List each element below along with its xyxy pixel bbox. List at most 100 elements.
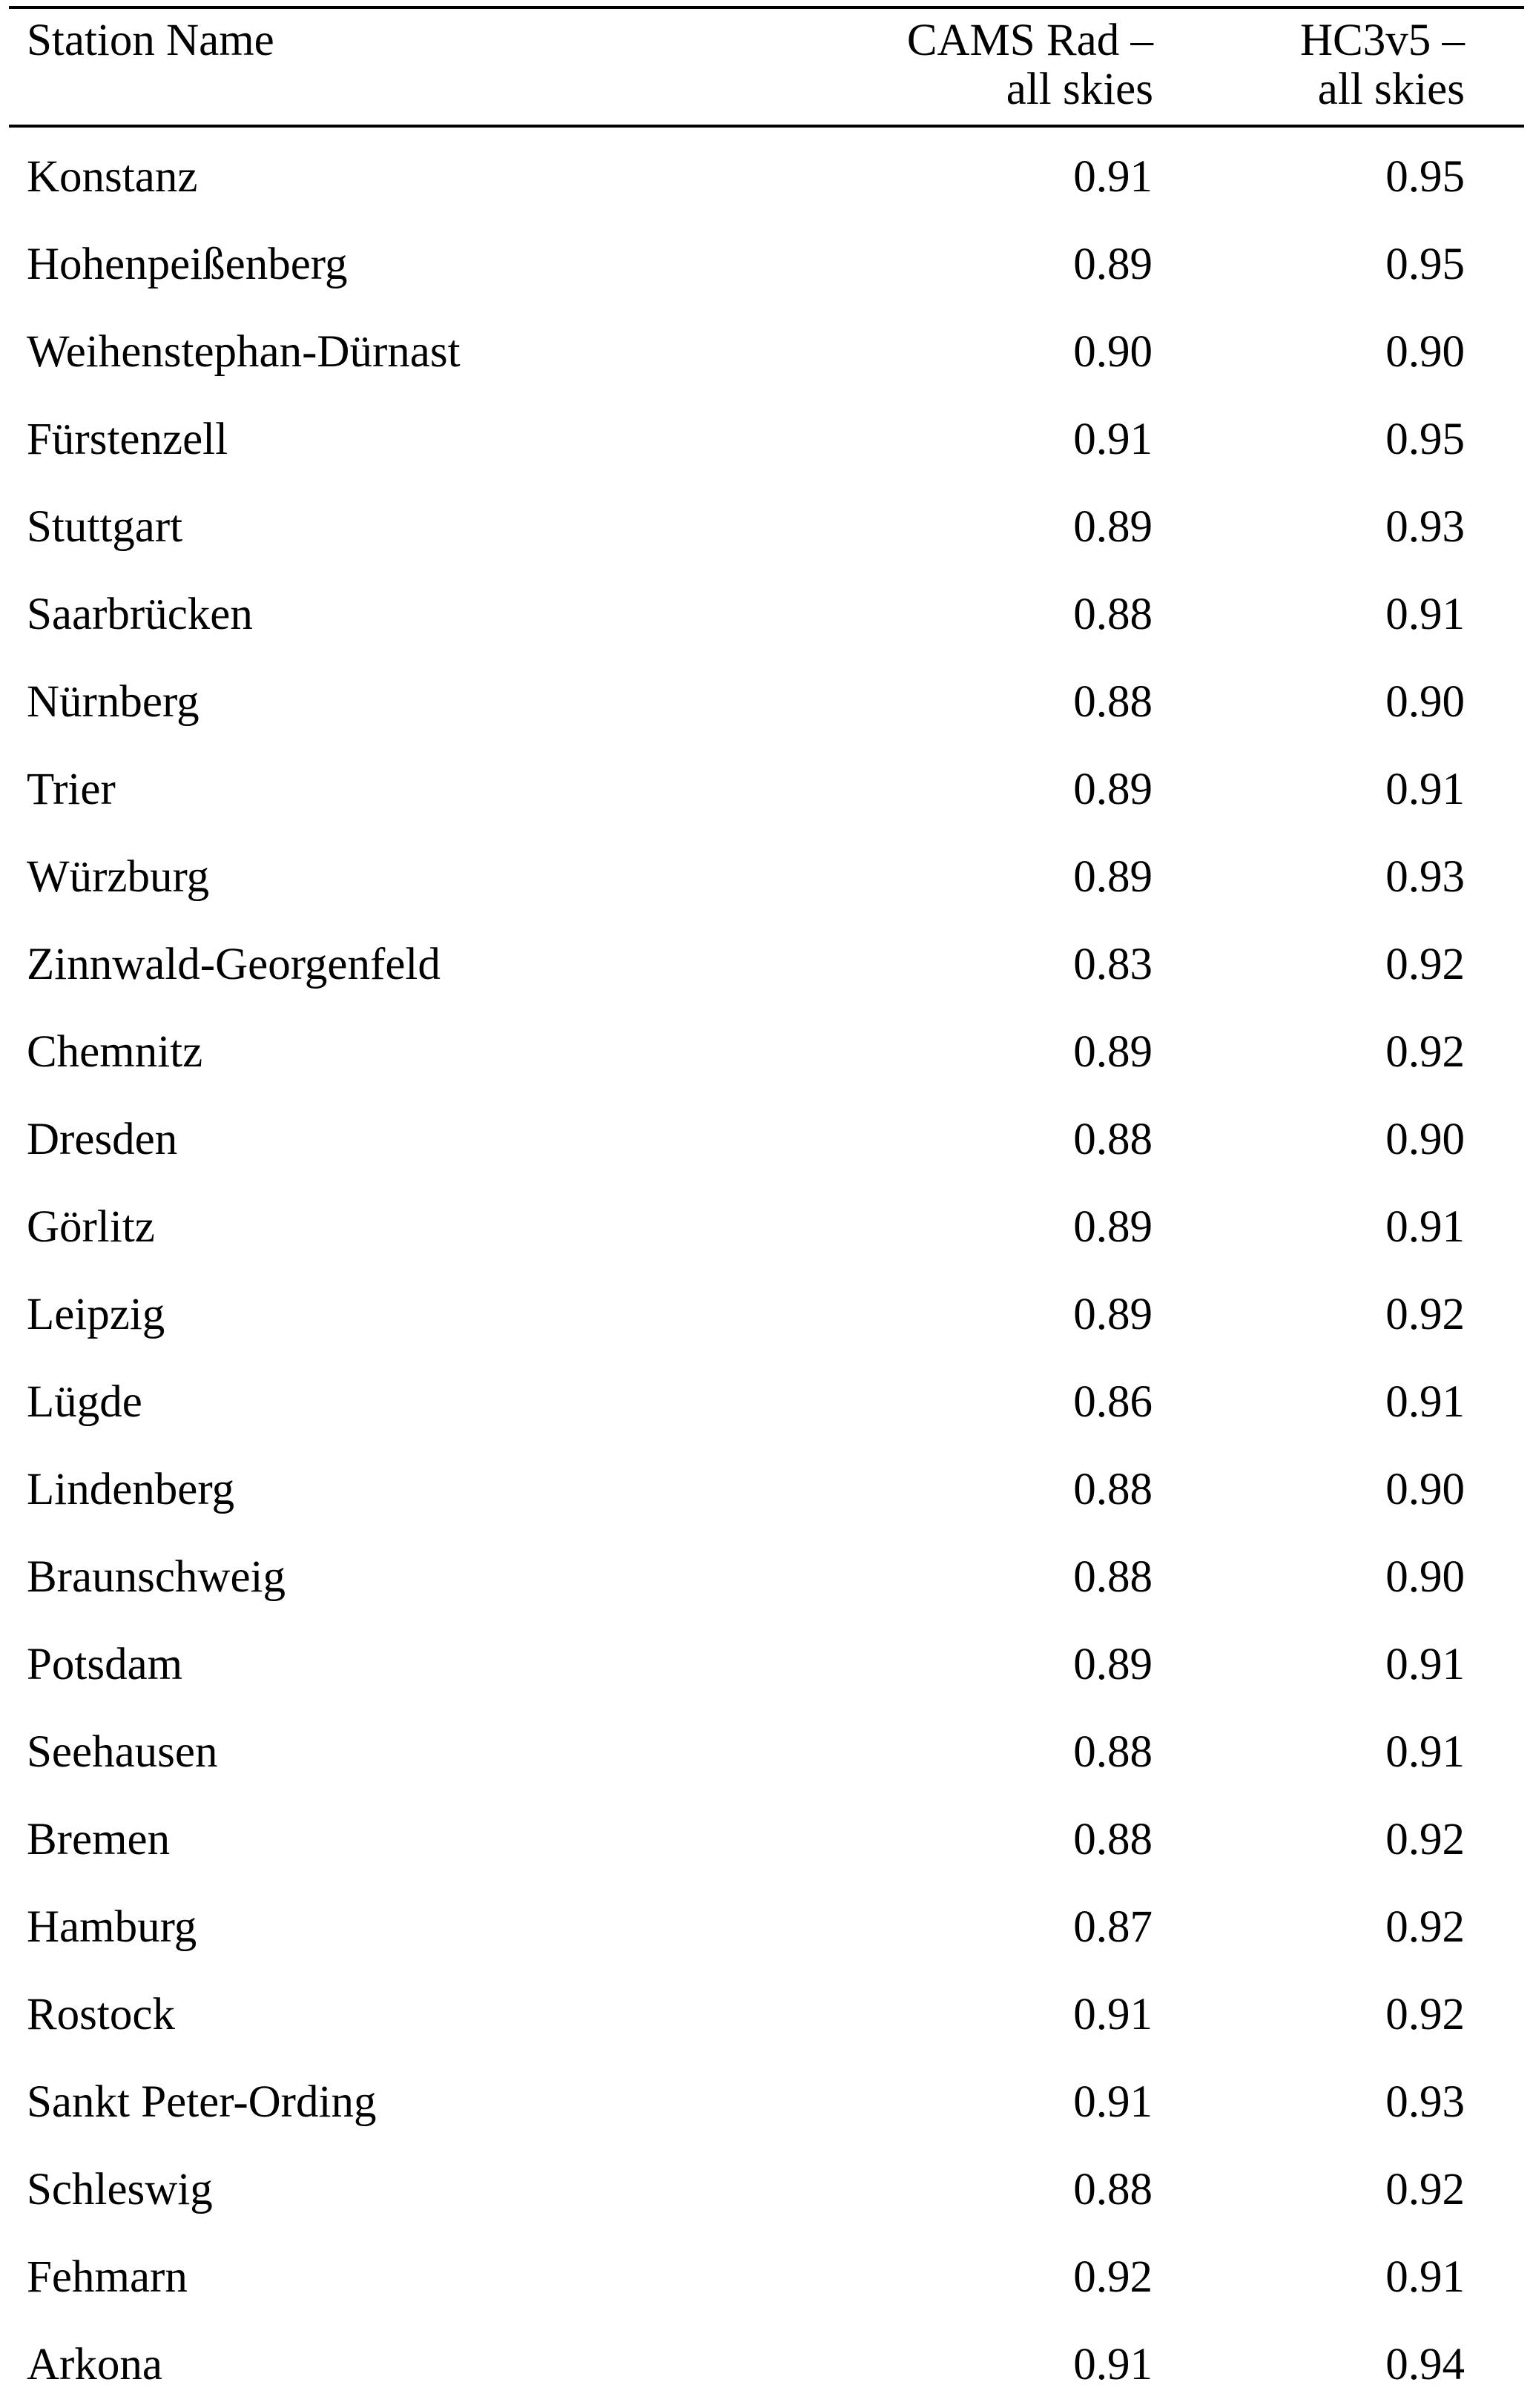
table-body: Konstanz 0.91 0.95 Hohenpeißenberg 0.89 0.95 W… bbox=[9, 126, 1524, 2408]
col-header-cams-line2: all skies bbox=[1006, 64, 1153, 114]
hc3v5-value-cell: 0.95 bbox=[1385, 151, 1465, 202]
table-row: Potsdam 0.89 0.91 bbox=[9, 1621, 1524, 1709]
table-row: Würzburg 0.89 0.93 bbox=[9, 834, 1524, 921]
hc3v5-value-cell: 0.92 bbox=[1385, 939, 1465, 989]
cams-rad-value-cell: 0.89 bbox=[1073, 501, 1153, 552]
hc3v5-value-cell: 0.93 bbox=[1385, 851, 1465, 902]
station-name-cell: Seehausen bbox=[27, 1726, 218, 1777]
table-row: Trier 0.89 0.91 bbox=[9, 746, 1524, 834]
cams-rad-value-cell: 0.91 bbox=[1073, 2077, 1153, 2127]
cams-rad-value-cell: 0.89 bbox=[1073, 851, 1153, 902]
hc3v5-value-cell: 0.92 bbox=[1385, 1989, 1465, 2039]
cams-rad-value-cell: 0.88 bbox=[1073, 1464, 1153, 1514]
cams-rad-value-cell: 0.91 bbox=[1073, 414, 1153, 464]
hc3v5-value-cell: 0.91 bbox=[1385, 1726, 1465, 1777]
table-row: Seehausen 0.88 0.91 bbox=[9, 1709, 1524, 1796]
hc3v5-value-cell: 0.95 bbox=[1385, 414, 1465, 464]
cams-rad-value-cell: 0.89 bbox=[1073, 1289, 1153, 1339]
table-row: Lügde 0.86 0.91 bbox=[9, 1359, 1524, 1446]
station-name-cell: Hohenpeißenberg bbox=[27, 239, 348, 289]
cams-rad-value-cell: 0.88 bbox=[1073, 1726, 1153, 1777]
table-row: Fehmarn 0.92 0.91 bbox=[9, 2234, 1524, 2321]
cams-rad-value-cell: 0.88 bbox=[1073, 2164, 1153, 2214]
station-name-cell: Konstanz bbox=[27, 151, 198, 202]
table-row: Weihenstephan-Dürnast 0.90 0.90 bbox=[9, 309, 1524, 396]
station-name-cell: Trier bbox=[27, 764, 116, 814]
table-row: Braunschweig 0.88 0.90 bbox=[9, 1534, 1524, 1621]
hc3v5-value-cell: 0.90 bbox=[1385, 676, 1465, 727]
hc3v5-value-cell: 0.93 bbox=[1385, 2077, 1465, 2127]
station-name-cell: Saarbrücken bbox=[27, 589, 253, 639]
station-name-cell: Nürnberg bbox=[27, 676, 200, 727]
col-header-hc3v5: HC3v5 – all skies bbox=[1153, 7, 1524, 126]
station-name-cell: Arkona bbox=[27, 2339, 162, 2389]
table-row: Arkona 0.91 0.94 bbox=[9, 2321, 1524, 2408]
station-name-cell: Leipzig bbox=[27, 1289, 165, 1339]
table-row: Rostock 0.91 0.92 bbox=[9, 1971, 1524, 2059]
col-header-cams-line1: CAMS Rad – bbox=[906, 16, 1153, 65]
station-name-cell: Lügde bbox=[27, 1376, 142, 1427]
station-name-cell: Rostock bbox=[27, 1989, 175, 2039]
table-row: Konstanz 0.91 0.95 bbox=[9, 126, 1524, 221]
cams-rad-value-cell: 0.92 bbox=[1073, 2252, 1153, 2302]
station-name-cell: Dresden bbox=[27, 1114, 178, 1164]
cams-rad-value-cell: 0.88 bbox=[1073, 1114, 1153, 1164]
cams-rad-value-cell: 0.89 bbox=[1073, 1639, 1153, 1689]
table-row: Lindenberg 0.88 0.90 bbox=[9, 1446, 1524, 1534]
table-row: Hamburg 0.87 0.92 bbox=[9, 1884, 1524, 1971]
cams-rad-value-cell: 0.90 bbox=[1073, 326, 1153, 377]
hc3v5-value-cell: 0.90 bbox=[1385, 1114, 1465, 1164]
hc3v5-value-cell: 0.91 bbox=[1385, 764, 1465, 814]
station-name-cell: Görlitz bbox=[27, 1201, 155, 1252]
hc3v5-value-cell: 0.91 bbox=[1385, 1201, 1465, 1252]
hc3v5-value-cell: 0.92 bbox=[1385, 1289, 1465, 1339]
col-header-station-name: Station Name bbox=[27, 16, 274, 65]
hc3v5-value-cell: 0.92 bbox=[1385, 2164, 1465, 2214]
station-name-cell: Bremen bbox=[27, 1814, 171, 1864]
table-row: Leipzig 0.89 0.92 bbox=[9, 1271, 1524, 1359]
hc3v5-value-cell: 0.91 bbox=[1385, 2252, 1465, 2302]
station-name-cell: Chemnitz bbox=[27, 1026, 203, 1077]
cams-rad-value-cell: 0.89 bbox=[1073, 764, 1153, 814]
cams-rad-value-cell: 0.88 bbox=[1073, 1551, 1153, 1602]
cams-rad-value-cell: 0.83 bbox=[1073, 939, 1153, 989]
table-row: Fürstenzell 0.91 0.95 bbox=[9, 396, 1524, 484]
cams-rad-value-cell: 0.86 bbox=[1073, 1376, 1153, 1427]
cams-rad-value-cell: 0.91 bbox=[1073, 151, 1153, 202]
col-header-hc3-line2: all skies bbox=[1317, 64, 1465, 114]
cams-rad-value-cell: 0.88 bbox=[1073, 1814, 1153, 1864]
station-name-cell: Würzburg bbox=[27, 851, 210, 902]
hc3v5-value-cell: 0.92 bbox=[1385, 1814, 1465, 1864]
station-name-cell: Stuttgart bbox=[27, 501, 183, 552]
station-name-cell: Weihenstephan-Dürnast bbox=[27, 326, 461, 377]
table-row: Zinnwald-Georgenfeld 0.83 0.92 bbox=[9, 921, 1524, 1009]
table-row: Chemnitz 0.89 0.92 bbox=[9, 1009, 1524, 1096]
hc3v5-value-cell: 0.90 bbox=[1385, 1551, 1465, 1602]
cams-rad-value-cell: 0.87 bbox=[1073, 1901, 1153, 1952]
hc3v5-value-cell: 0.93 bbox=[1385, 501, 1465, 552]
table-row: Dresden 0.88 0.90 bbox=[9, 1096, 1524, 1184]
table-row: Schleswig 0.88 0.92 bbox=[9, 2146, 1524, 2234]
station-name-cell: Fehmarn bbox=[27, 2252, 188, 2302]
table-header-row: Station Name CAMS Rad – all skies HC3v5 … bbox=[9, 7, 1524, 126]
col-header-hc3-line1: HC3v5 – bbox=[1300, 16, 1465, 65]
hc3v5-value-cell: 0.92 bbox=[1385, 1901, 1465, 1952]
table-row: Sankt Peter-Ording 0.91 0.93 bbox=[9, 2059, 1524, 2146]
table-row: Hohenpeißenberg 0.89 0.95 bbox=[9, 221, 1524, 309]
hc3v5-value-cell: 0.91 bbox=[1385, 1376, 1465, 1427]
station-name-cell: Lindenberg bbox=[27, 1464, 235, 1514]
table-row: Stuttgart 0.89 0.93 bbox=[9, 484, 1524, 571]
station-correlation-table: Station Name CAMS Rad – all skies HC3v5 … bbox=[9, 6, 1524, 2408]
station-name-cell: Zinnwald-Georgenfeld bbox=[27, 939, 441, 989]
cams-rad-value-cell: 0.91 bbox=[1073, 1989, 1153, 2039]
station-name-cell: Sankt Peter-Ording bbox=[27, 2077, 377, 2127]
station-name-cell: Hamburg bbox=[27, 1901, 197, 1952]
col-header-cams-rad: CAMS Rad – all skies bbox=[812, 7, 1153, 126]
cams-rad-value-cell: 0.89 bbox=[1073, 239, 1153, 289]
cams-rad-value-cell: 0.88 bbox=[1073, 676, 1153, 727]
hc3v5-value-cell: 0.92 bbox=[1385, 1026, 1465, 1077]
cams-rad-value-cell: 0.91 bbox=[1073, 2339, 1153, 2389]
cams-rad-value-cell: 0.89 bbox=[1073, 1201, 1153, 1252]
cams-rad-value-cell: 0.89 bbox=[1073, 1026, 1153, 1077]
